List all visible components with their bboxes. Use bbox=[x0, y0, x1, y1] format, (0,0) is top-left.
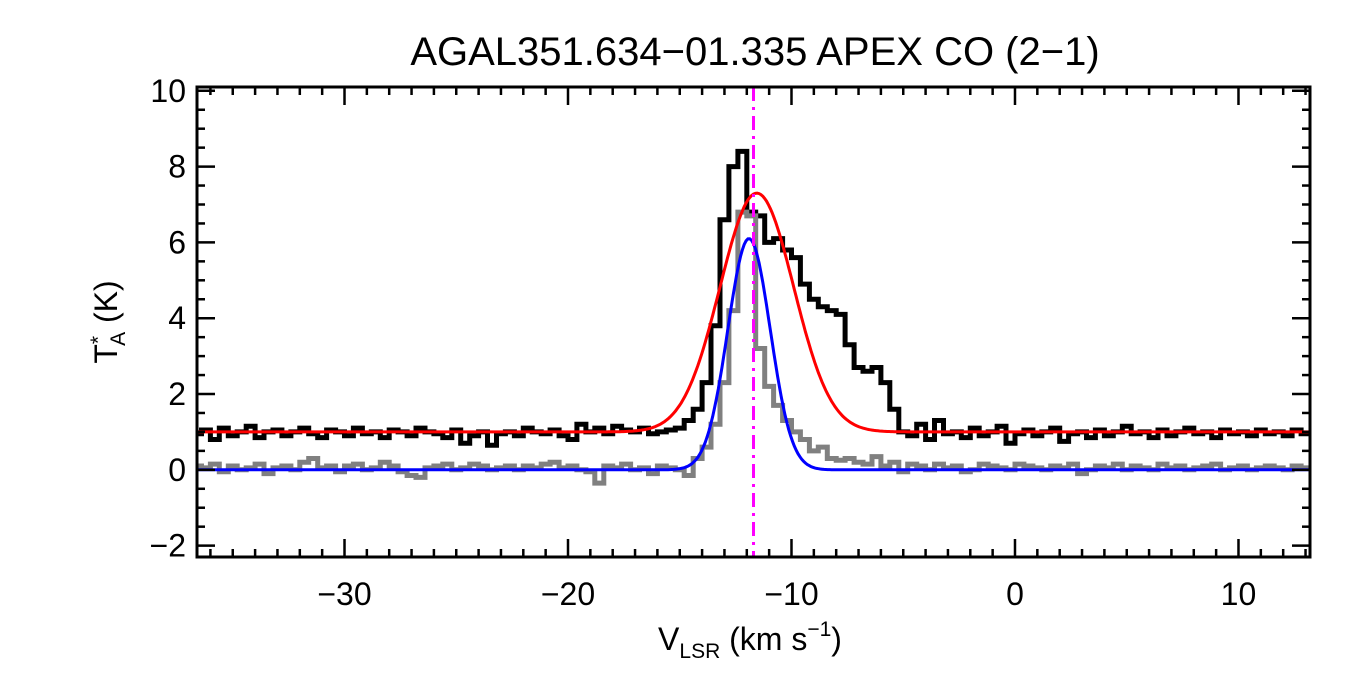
x-tick-label: 0 bbox=[1006, 576, 1024, 612]
y-tick-label: 0 bbox=[168, 452, 186, 488]
plot-area bbox=[197, 148, 1310, 486]
y-tick-label: 10 bbox=[150, 73, 186, 109]
x-axis-label: VLSR (km s−1) bbox=[658, 618, 842, 663]
plot-frame bbox=[195, 85, 1312, 559]
chart-title: AGAL351.634−01.335 APEX CO (2−1) bbox=[410, 30, 1099, 74]
y-axis-label-text: T*A (K) bbox=[87, 280, 130, 363]
spectrum-step-series-1 bbox=[197, 148, 1310, 448]
spectrum-step-series-2 bbox=[197, 209, 1310, 486]
x-axis-label-text: VLSR (km s−1) bbox=[658, 618, 842, 663]
y-tick-label: −2 bbox=[150, 528, 186, 564]
y-tick-label: 6 bbox=[168, 224, 186, 260]
y-tick-label: 8 bbox=[168, 149, 186, 185]
y-axis-label: T*A (K) bbox=[87, 280, 130, 363]
x-tick-label: −30 bbox=[317, 576, 371, 612]
x-tick-label: 10 bbox=[1221, 576, 1257, 612]
x-tick-label: −10 bbox=[764, 576, 818, 612]
y-tick-label: 4 bbox=[168, 300, 186, 336]
y-tick-label: 2 bbox=[168, 376, 186, 412]
x-tick-label: −20 bbox=[541, 576, 595, 612]
